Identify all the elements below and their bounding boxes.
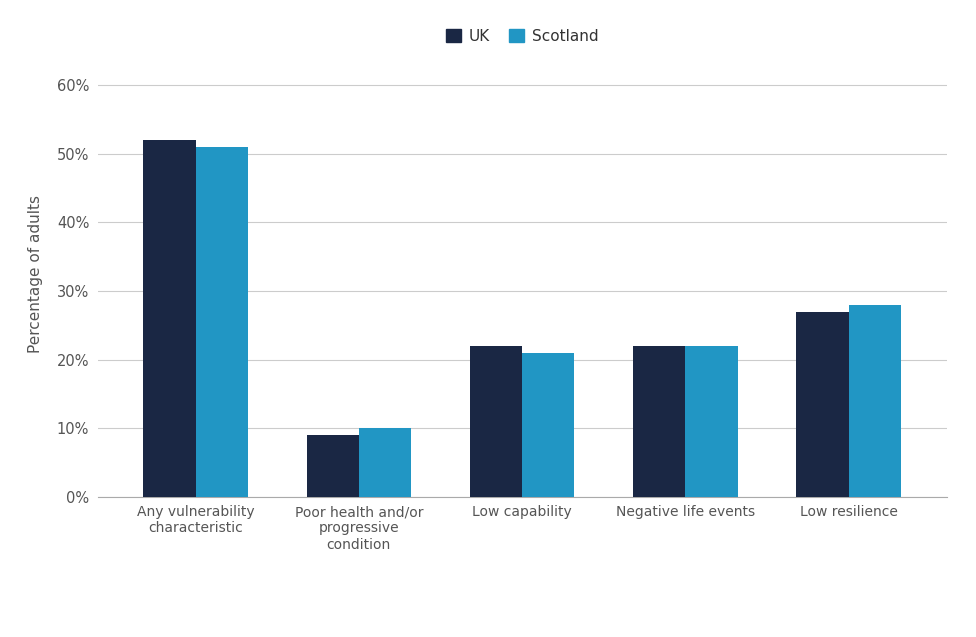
Bar bbox=[469, 346, 522, 497]
Bar bbox=[359, 428, 411, 497]
Bar bbox=[306, 435, 359, 497]
Bar bbox=[143, 140, 195, 497]
Bar bbox=[633, 346, 685, 497]
Legend: UK, Scotland: UK, Scotland bbox=[440, 23, 604, 50]
Bar bbox=[796, 311, 849, 497]
Y-axis label: Percentage of adults: Percentage of adults bbox=[28, 195, 43, 353]
Bar bbox=[685, 346, 738, 497]
Bar bbox=[849, 304, 901, 497]
Bar bbox=[522, 353, 575, 497]
Bar bbox=[195, 147, 248, 497]
